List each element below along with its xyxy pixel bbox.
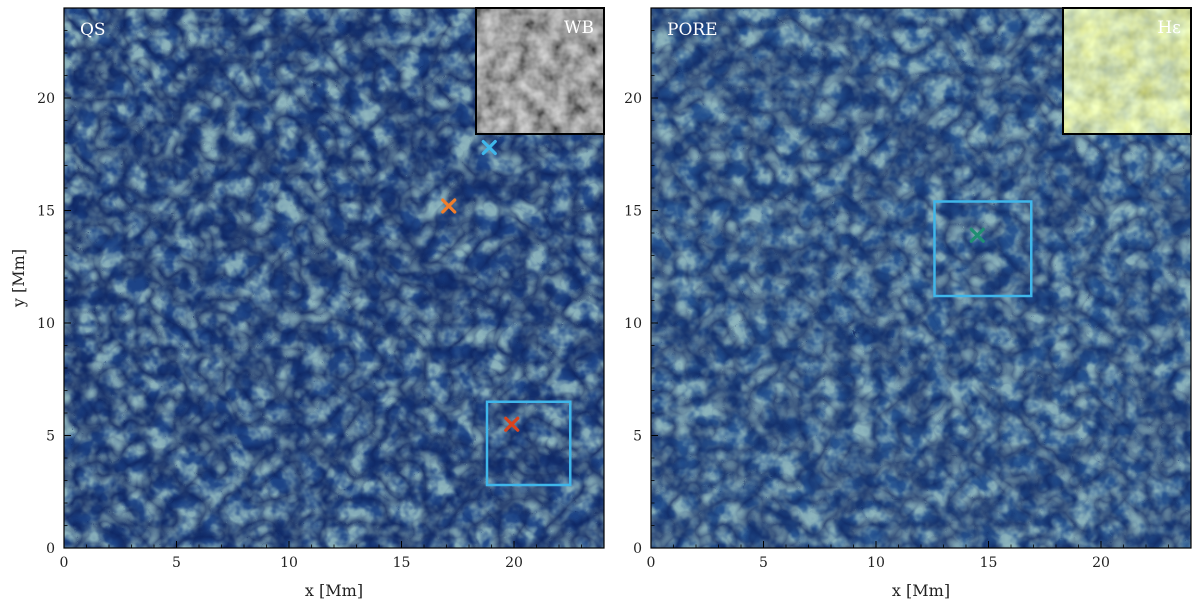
x-tick-label: 5 <box>759 555 768 571</box>
inset-image <box>1063 8 1191 134</box>
panel-label: QS <box>80 20 106 40</box>
marker-red <box>504 416 520 432</box>
x-tick-label: 0 <box>60 555 69 571</box>
y-axis: 0 5 10 15 20 <box>37 30 71 557</box>
x-tick-label: 0 <box>647 555 656 571</box>
x-axis-label: x [Mm] <box>305 581 363 600</box>
panel-label: PORE <box>667 20 718 40</box>
x-tick-label: 20 <box>505 555 523 571</box>
x-axis: 0 5 10 15 20 <box>647 541 1169 571</box>
x-tick-label: 20 <box>1092 555 1110 571</box>
region-box <box>933 200 1033 298</box>
marker-green <box>969 227 985 243</box>
x-tick-label: 15 <box>980 555 998 571</box>
y-tick-label: 15 <box>624 204 642 220</box>
inset-image <box>476 8 604 134</box>
y-tick-label: 5 <box>46 429 55 445</box>
region-box <box>485 400 572 487</box>
y-axis-label: y [Mm] <box>9 249 28 308</box>
markers <box>969 227 985 243</box>
x-axis-label: x [Mm] <box>892 581 950 600</box>
x-tick-label: 10 <box>867 555 885 571</box>
x-tick-label: 5 <box>172 555 181 571</box>
x-axis: 0 5 10 15 20 <box>60 541 582 571</box>
panel-pore: Hε PORE 0 5 10 15 20 0 5 10 15 20 x [Mm] <box>624 7 1192 600</box>
panel-qs: WB QS 0 5 10 15 20 0 5 10 15 20 x [Mm] y [Mm] <box>9 7 605 600</box>
x-tick-label: 10 <box>280 555 298 571</box>
y-tick-label: 15 <box>37 204 55 220</box>
y-tick-label: 5 <box>633 429 642 445</box>
x-tick-label: 15 <box>393 555 411 571</box>
inset-label: WB <box>564 18 594 38</box>
markers <box>441 139 520 432</box>
y-tick-label: 0 <box>46 541 55 557</box>
y-tick-label: 20 <box>624 91 642 107</box>
marker-orange <box>441 198 457 214</box>
y-axis: 0 5 10 15 20 <box>624 30 658 557</box>
y-tick-label: 20 <box>37 91 55 107</box>
y-tick-label: 0 <box>633 541 642 557</box>
y-tick-label: 10 <box>37 316 55 332</box>
marker-blue <box>481 139 497 156</box>
inset-label: Hε <box>1157 18 1181 38</box>
inset: Hε <box>1062 7 1192 135</box>
inset: WB <box>475 7 605 135</box>
y-tick-label: 10 <box>624 316 642 332</box>
